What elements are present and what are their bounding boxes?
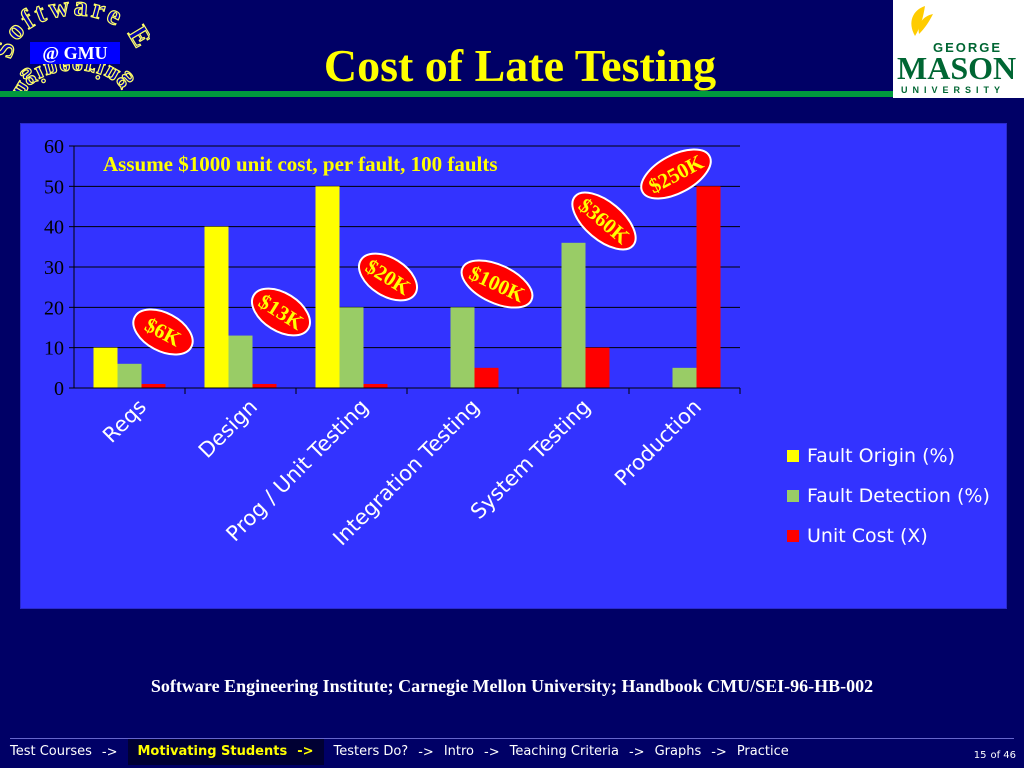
legend-item: Fault Origin (%)	[787, 436, 990, 476]
x-category-label: Production	[610, 395, 706, 491]
callout-ellipse	[640, 148, 712, 200]
page-indicator: 15 of 46	[970, 750, 1016, 761]
bar	[363, 383, 388, 388]
callout-ellipse	[571, 191, 637, 251]
cost-callout: $6K	[132, 308, 194, 356]
nav-separator: ->	[628, 744, 645, 760]
legend-item: Fault Detection (%)	[787, 476, 990, 516]
y-tick-label: 0	[54, 378, 64, 400]
bottom-nav: Test Courses -> Motivating Students -> Teste…	[10, 738, 1014, 765]
gmu-logo-line2: MASON	[897, 50, 1016, 86]
cost-callout: $13K	[251, 287, 311, 337]
logo-center-text: @ GMU	[42, 43, 107, 63]
legend-label: Fault Detection (%)	[807, 485, 990, 507]
bar	[141, 383, 166, 388]
callout-ellipse	[132, 308, 194, 356]
bar	[450, 307, 475, 388]
nav-separator: ->	[484, 744, 500, 760]
bar	[204, 226, 229, 388]
nav-separator: ->	[711, 744, 727, 760]
x-category-label: Reqs	[98, 395, 151, 448]
nav-link-teaching-criteria[interactable]: Teaching Criteria	[509, 744, 619, 759]
nav-link-intro[interactable]: Intro	[443, 744, 474, 759]
nav-link-practice[interactable]: Practice	[736, 744, 789, 759]
bar	[228, 335, 253, 388]
cost-callout: $250K	[640, 148, 712, 200]
legend-swatch	[787, 490, 799, 502]
cost-callout: $20K	[358, 252, 418, 302]
bar	[474, 367, 499, 388]
bar	[315, 186, 340, 388]
legend-item: Unit Cost (X)	[787, 516, 990, 556]
bar	[585, 347, 610, 388]
chart-legend: Fault Origin (%) Fault Detection (%) Unit …	[787, 436, 990, 556]
software-engineering-logo: Software E ngineering @ GMU	[0, 0, 157, 103]
bar	[696, 186, 721, 388]
nav-separator: ->	[297, 739, 324, 765]
y-tick-label: 20	[44, 297, 64, 319]
page-total: of 46	[990, 750, 1016, 761]
gmu-logo-line1: GEORGE	[933, 40, 1002, 55]
callout-ellipse	[358, 252, 418, 302]
x-category-label: Design	[194, 395, 262, 463]
nav-separator: ->	[101, 744, 118, 760]
callout-ellipse	[460, 259, 534, 309]
source-citation: Software Engineering Institute; Carnegie…	[150, 676, 874, 696]
gmu-flame-icon	[911, 6, 925, 36]
nav-link-motivating-students[interactable]: Motivating Students	[127, 739, 298, 765]
title-divider	[0, 91, 895, 97]
nav-link-test-courses[interactable]: Test Courses	[10, 744, 92, 759]
slide-title: Cost of Late Testing	[323, 40, 717, 91]
y-tick-label: 30	[44, 257, 64, 279]
y-tick-label: 50	[44, 176, 64, 198]
y-tick-label: 60	[44, 136, 64, 158]
page-current: 15	[973, 750, 987, 761]
legend-label: Unit Cost (X)	[807, 525, 928, 547]
bar	[117, 363, 142, 388]
cost-callout: $100K	[460, 259, 534, 309]
nav-separator: ->	[418, 744, 434, 760]
bar	[339, 307, 364, 388]
x-category-label: System Testing	[466, 395, 595, 524]
legend-label: Fault Origin (%)	[807, 445, 955, 467]
bar	[672, 367, 697, 388]
legend-swatch	[787, 530, 799, 542]
nav-link-graphs[interactable]: Graphs	[654, 744, 702, 759]
nav-link-testers-do[interactable]: Testers Do?	[333, 744, 409, 759]
legend-swatch	[787, 450, 799, 462]
chart-annotation: Assume $1000 unit cost, per fault, 100 f…	[103, 152, 498, 176]
gmu-logo: GEORGE MASON UNIVERSITY	[893, 0, 1024, 98]
y-tick-label: 10	[44, 338, 64, 360]
gmu-logo-line3: UNIVERSITY	[901, 85, 1005, 95]
callout-ellipse	[251, 287, 311, 337]
y-tick-label: 40	[44, 217, 64, 239]
bar	[561, 242, 586, 388]
bar	[252, 383, 277, 388]
chart-container: 0 10 20 30 40 50 60 Reqs Design Prog / Unit Testi…	[20, 123, 1007, 609]
bar	[93, 347, 118, 388]
